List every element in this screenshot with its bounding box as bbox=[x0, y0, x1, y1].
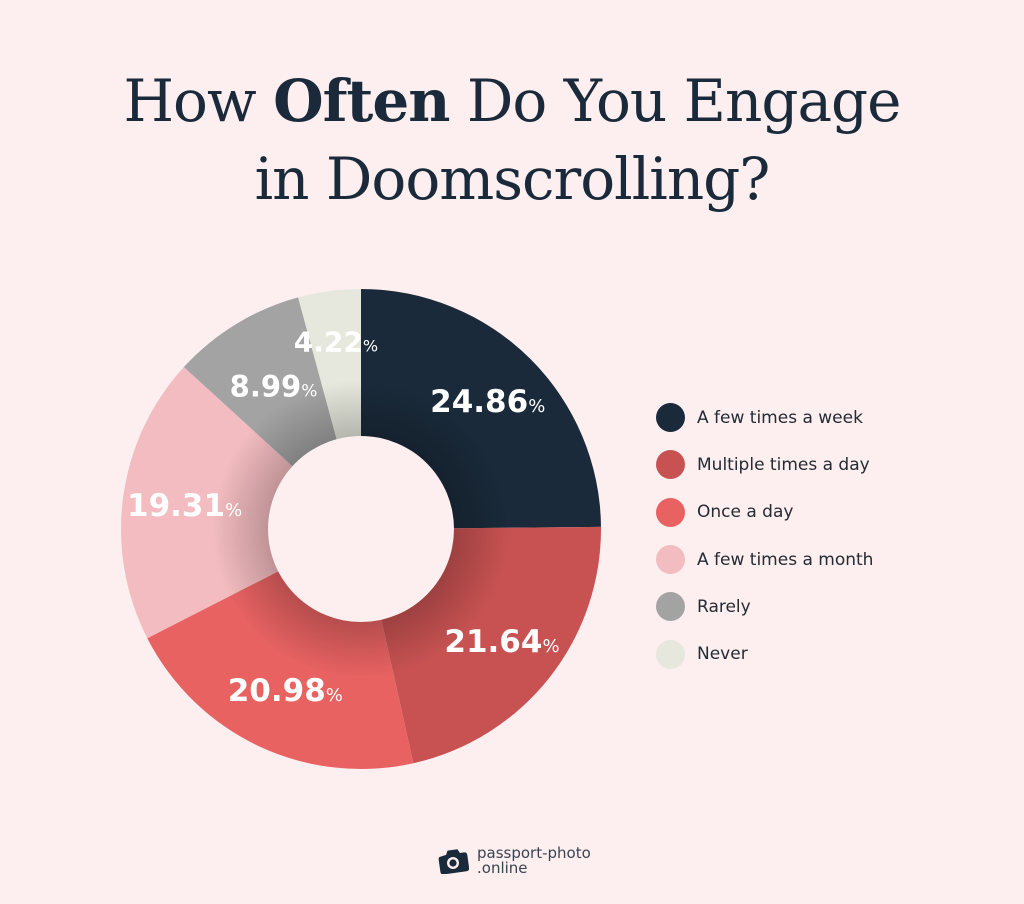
legend-label: A few times a month bbox=[697, 549, 874, 570]
legend-label: Multiple times a day bbox=[697, 454, 870, 475]
legend-label: Rarely bbox=[697, 596, 751, 617]
chart-title-line-2: in Doomscrolling? bbox=[254, 145, 771, 213]
title-text: How bbox=[123, 67, 274, 135]
slice-value-label: 4.22% bbox=[294, 326, 378, 359]
legend-item: A few times a month bbox=[656, 536, 873, 583]
slice-value-label: 20.98% bbox=[228, 673, 343, 709]
title-emphasis: Often bbox=[273, 67, 450, 135]
brand-name: passport-photo bbox=[477, 844, 591, 862]
slice-labels: 24.86% 21.64% 20.98% 19.31% 8.99% 4.22% bbox=[127, 326, 560, 709]
legend-swatch bbox=[656, 592, 685, 622]
legend-swatch bbox=[656, 639, 685, 669]
legend-swatch bbox=[656, 450, 685, 480]
camera-icon bbox=[438, 849, 469, 874]
legend-item: A few times a week bbox=[656, 394, 873, 441]
legend: A few times a week Multiple times a day On… bbox=[656, 394, 873, 678]
donut-hole bbox=[268, 436, 454, 622]
legend-item: Multiple times a day bbox=[656, 441, 873, 488]
chart-title-line-1: How Often Do You Engage bbox=[0, 72, 1024, 130]
legend-item: Never bbox=[656, 630, 873, 677]
brand-domain: .online bbox=[477, 859, 528, 877]
title-text: Do You Engage bbox=[449, 67, 902, 135]
legend-label: A few times a week bbox=[697, 407, 863, 428]
legend-label: Never bbox=[697, 644, 748, 665]
legend-label: Once a day bbox=[697, 502, 794, 523]
slice-value-label: 24.86% bbox=[430, 384, 545, 420]
slice-value-label: 8.99% bbox=[230, 370, 318, 404]
legend-swatch bbox=[656, 497, 685, 527]
legend-item: Once a day bbox=[656, 489, 873, 536]
legend-item: Rarely bbox=[656, 583, 873, 630]
legend-swatch bbox=[656, 403, 685, 433]
brand-logo: passport-photo .online bbox=[437, 846, 591, 876]
slice-value-label: 21.64% bbox=[444, 624, 559, 660]
legend-swatch bbox=[656, 545, 685, 575]
slice-value-label: 19.31% bbox=[127, 488, 242, 524]
